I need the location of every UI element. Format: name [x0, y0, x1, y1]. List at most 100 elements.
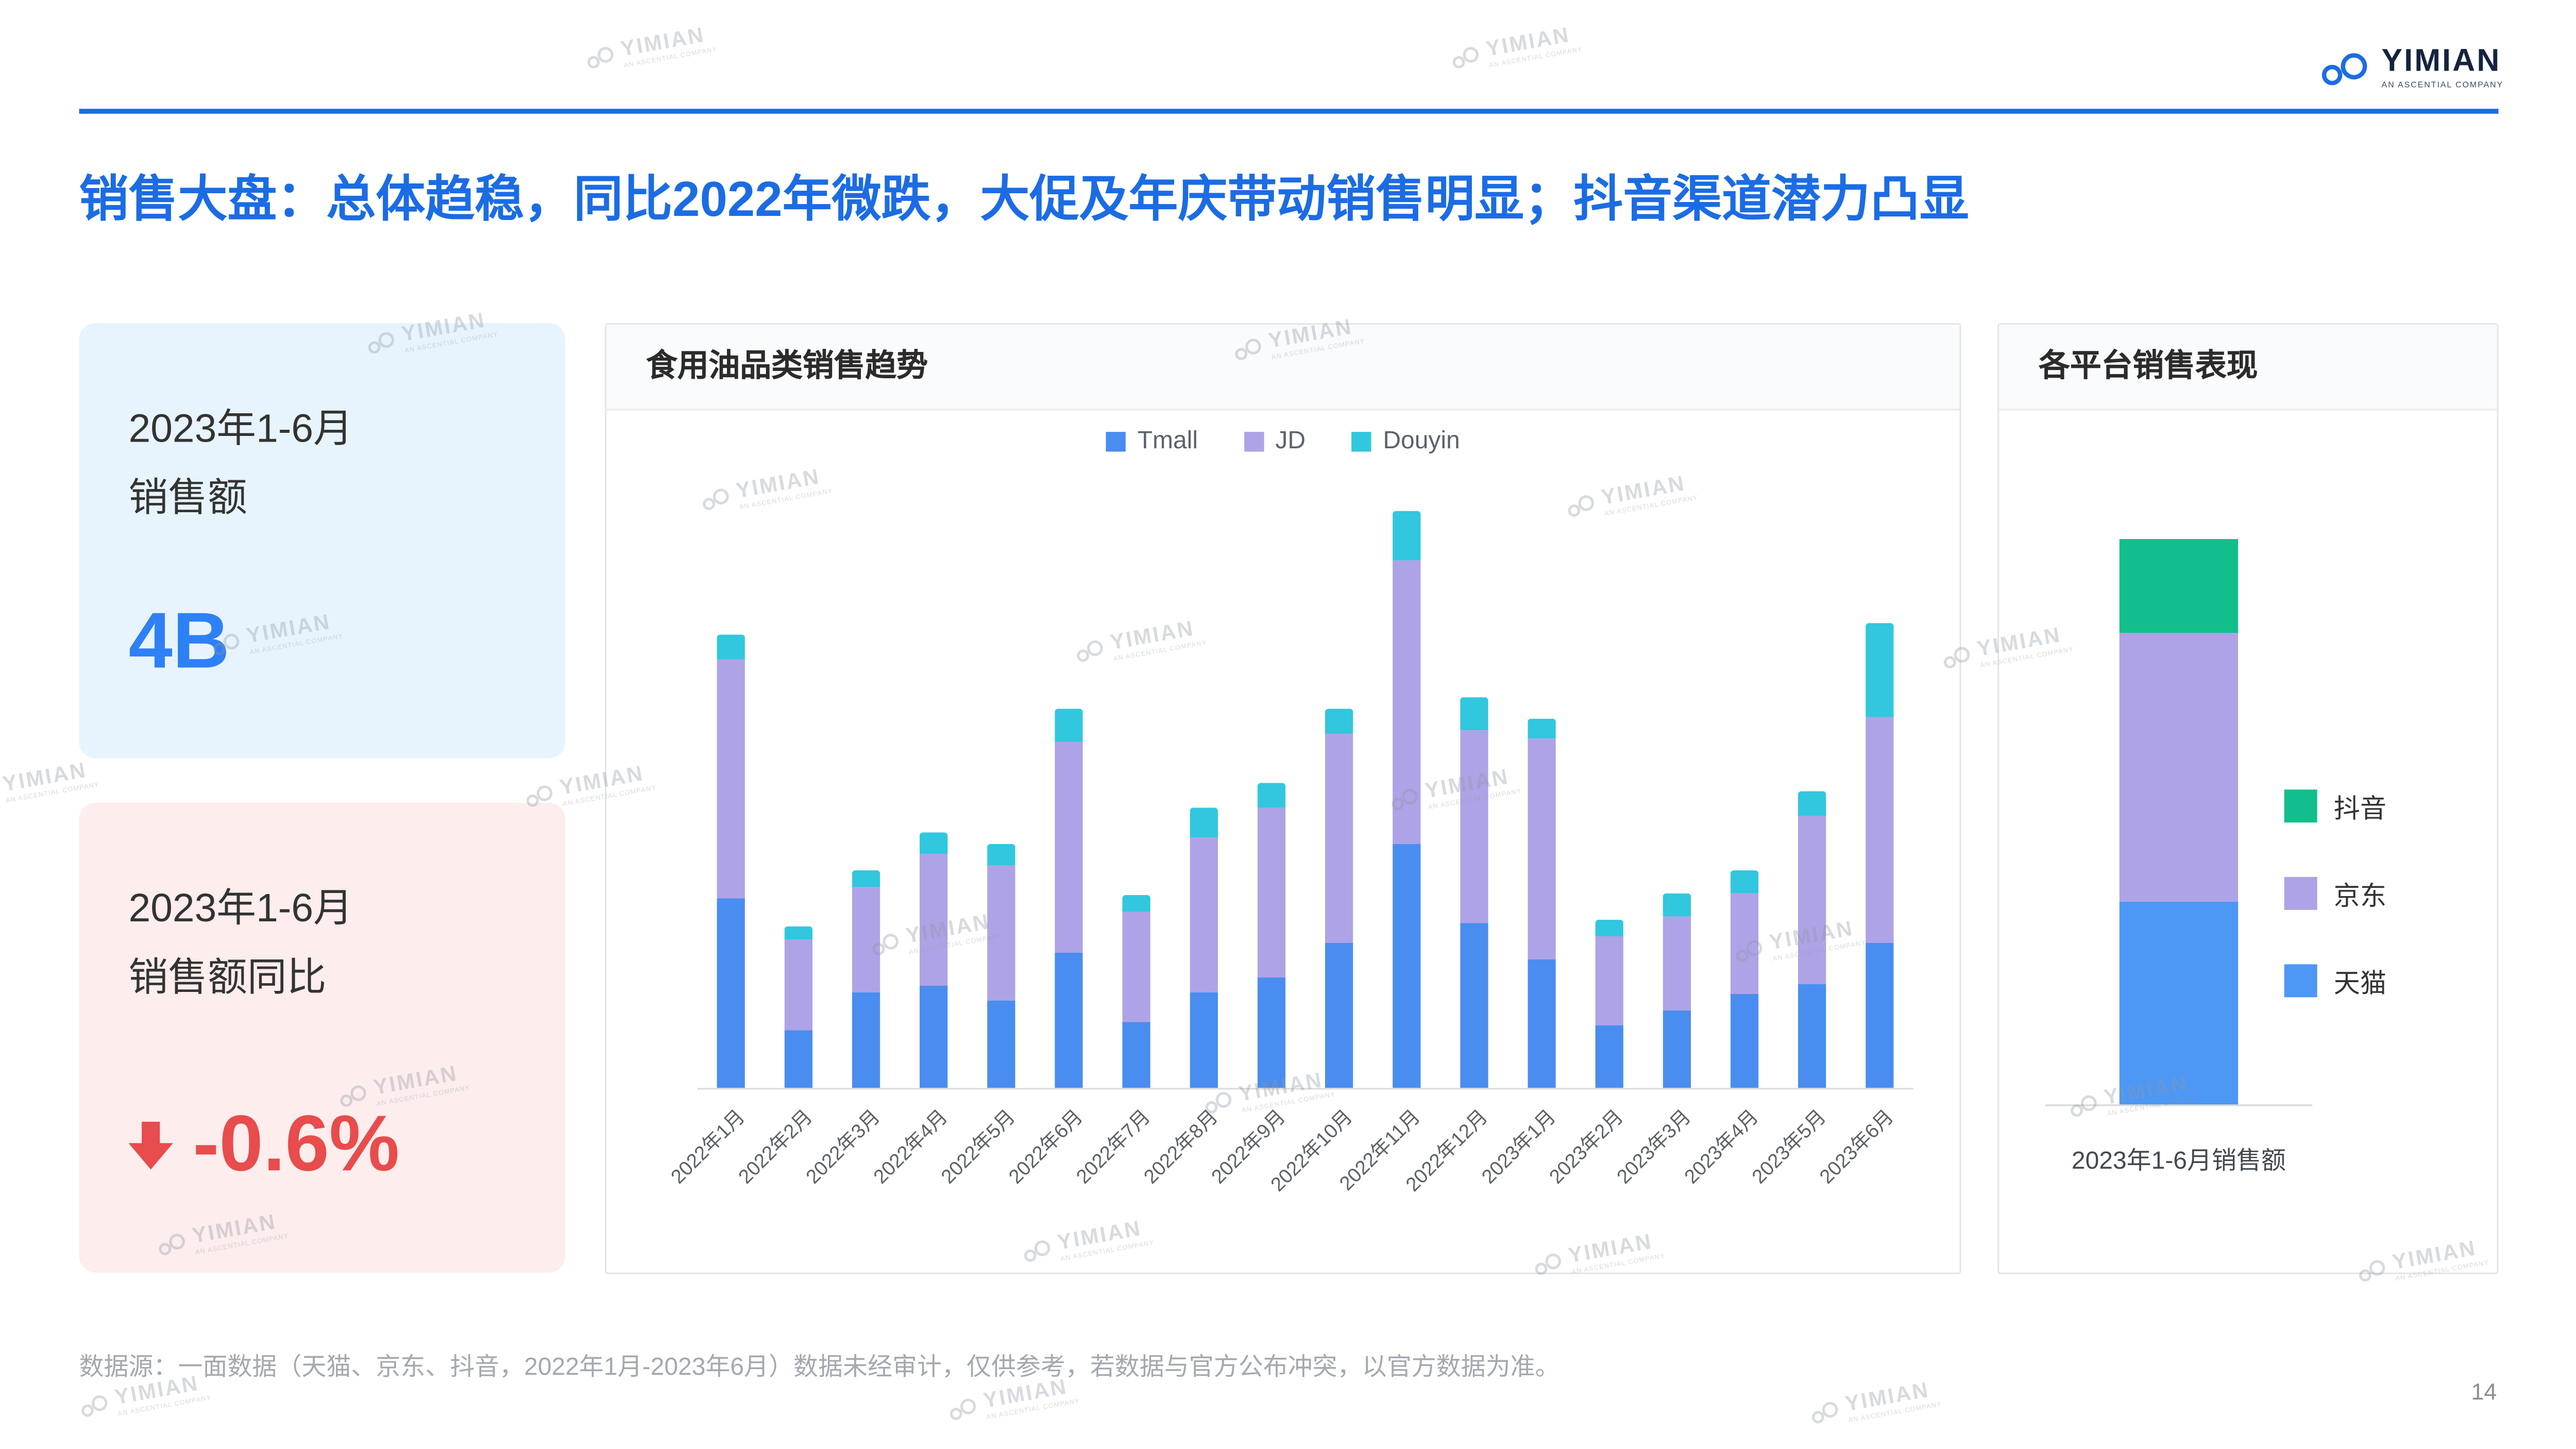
kpi-card-yoy: 2023年1-6月 销售额同比 -0.6%: [79, 802, 566, 1273]
stacked-bar: [1122, 895, 1150, 1088]
kpi-value-yoy: -0.6%: [128, 1100, 516, 1190]
bar-group: 2022年11月: [1335, 480, 1440, 1195]
stacked-bar: [784, 926, 813, 1088]
stacked-bar: [1325, 709, 1353, 1088]
bar-segment-jd: [1460, 730, 1488, 923]
bar-segment-tmall: [1730, 993, 1759, 1088]
legend-label: Douyin: [1383, 427, 1460, 455]
watermark-icon: [1811, 1402, 1838, 1424]
bar-group: 2023年4月: [1680, 480, 1778, 1188]
legend-swatch: [2284, 964, 2317, 998]
bar-group: 2022年5月: [937, 480, 1035, 1188]
watermark-text: YIMIAN: [1484, 22, 1572, 61]
legend-swatch: [2284, 877, 2317, 910]
bar-segment-douyin: [852, 870, 880, 887]
bar-segment-jd: [1730, 893, 1759, 994]
bar-segment-douyin: [1798, 791, 1826, 816]
bar-segment-jd: [1663, 916, 1691, 1010]
stacked-bar: [1730, 870, 1759, 1088]
bar-segment-tmall: [1257, 977, 1286, 1088]
watermark: YIMIAN AN ASCENTIAL COMPANY: [0, 757, 99, 811]
kpi-metric-label: 销售额: [128, 476, 247, 521]
legend-item: 抖音: [2284, 786, 2386, 826]
legend-item: JD: [1244, 427, 1306, 455]
watermark-text: YIMIAN: [1, 757, 89, 797]
platform-stacked-bar: [2119, 539, 2239, 1106]
logo-tagline: AN ASCENTIAL COMPANY: [2381, 80, 2504, 91]
stacked-bar: [852, 870, 880, 1088]
bar-segment-tmall: [1528, 959, 1556, 1088]
kpi-period-label: 2023年1-6月: [128, 887, 353, 932]
bar-group: 2022年10月: [1267, 480, 1373, 1196]
bar-segment-jd: [919, 854, 948, 986]
legend-swatch: [2284, 789, 2317, 823]
bar-segment-tmall: [1663, 1010, 1691, 1088]
bar-group: 2023年2月: [1545, 480, 1643, 1188]
logo-text: YIMIAN: [2381, 44, 2501, 79]
bar-segment-jd: [1393, 560, 1421, 844]
kpi-card-sales: 2023年1-6月 销售额 4B: [79, 323, 566, 759]
legend-swatch: [1244, 431, 1264, 451]
watermark: YIMIAN AN ASCENTIAL COMPANY: [1808, 1377, 1942, 1430]
header-divider: [79, 109, 2499, 114]
bar-segment-douyin: [1325, 709, 1353, 734]
kpi-value-sales: 4B: [128, 598, 230, 686]
stacked-bar: [1055, 709, 1083, 1088]
bar-segment-douyin: [919, 832, 948, 854]
bar-segment-jd: [1190, 837, 1218, 992]
bar-segment-tmall: [987, 1000, 1015, 1088]
bar-group: 2023年5月: [1748, 480, 1846, 1188]
platform-chart-title: 各平台销售表现: [1999, 325, 2497, 411]
platform-segment-抖音: [2119, 539, 2239, 633]
legend-item: Douyin: [1351, 427, 1460, 455]
page-number: 14: [2471, 1378, 2497, 1405]
bar-segment-tmall: [852, 992, 880, 1088]
bar-segment-jd: [1798, 816, 1826, 984]
stacked-bar: [1798, 791, 1826, 1088]
platform-segment-京东: [2119, 633, 2239, 902]
watermark-tagline: AN ASCENTIAL COMPANY: [623, 44, 718, 70]
bar-group: 2023年3月: [1613, 480, 1710, 1188]
stacked-bar: [919, 832, 948, 1088]
bar-group: 2022年7月: [1072, 480, 1170, 1188]
watermark: YIMIAN AN ASCENTIAL COMPANY: [583, 22, 718, 75]
bar-segment-tmall: [1595, 1025, 1623, 1088]
stacked-bar: [1663, 893, 1691, 1088]
bar-segment-tmall: [1055, 952, 1083, 1088]
legend-label: 天猫: [2333, 971, 2387, 999]
bar-segment-douyin: [1460, 697, 1488, 731]
bar-segment-tmall: [1393, 844, 1421, 1088]
bar-group: 2023年1月: [1477, 480, 1575, 1188]
bar-segment-douyin: [1528, 718, 1556, 739]
legend-swatch: [1106, 431, 1126, 451]
bar-segment-douyin: [1122, 895, 1150, 912]
bar-segment-jd: [1122, 911, 1150, 1022]
bar-segment-jd: [784, 939, 813, 1031]
bar-segment-jd: [987, 865, 1015, 1001]
yimian-logo: YIMIAN AN ASCENTIAL COMPANY: [2320, 46, 2503, 91]
bar-group: 2022年12月: [1402, 480, 1508, 1196]
watermark-icon: [1452, 47, 1479, 69]
stacked-bar: [1595, 919, 1623, 1088]
trend-chart-plot: 2022年1月 2022年2月 2022年3月 2022年4月 2022年5月 2022年…: [666, 480, 1913, 1196]
stacked-bar: [1393, 511, 1421, 1088]
bar-segment-tmall: [919, 985, 948, 1088]
bar-segment-douyin: [987, 844, 1015, 866]
bar-segment-jd: [1257, 807, 1286, 978]
bar-segment-douyin: [1055, 709, 1083, 742]
bar-segment-tmall: [1866, 942, 1894, 1088]
bar-segment-douyin: [1663, 893, 1691, 917]
bar-segment-jd: [1325, 733, 1353, 943]
bar-segment-douyin: [784, 926, 813, 940]
kpi-yoy-text: -0.6%: [193, 1101, 400, 1189]
x-axis-label: 2023年6月: [1815, 1105, 1899, 1189]
legend-label: 抖音: [2333, 796, 2387, 824]
platform-chart-legend: 抖音 京东 天猫: [2284, 786, 2386, 1001]
bar-segment-douyin: [1190, 807, 1218, 838]
legend-item: 天猫: [2284, 961, 2386, 1001]
kpi-period-label: 2023年1-6月: [128, 407, 353, 452]
bar-group: 2022年4月: [869, 480, 968, 1188]
bar-segment-jd: [1866, 717, 1894, 943]
trend-chart-legend: Tmall JD Douyin: [606, 427, 1959, 455]
